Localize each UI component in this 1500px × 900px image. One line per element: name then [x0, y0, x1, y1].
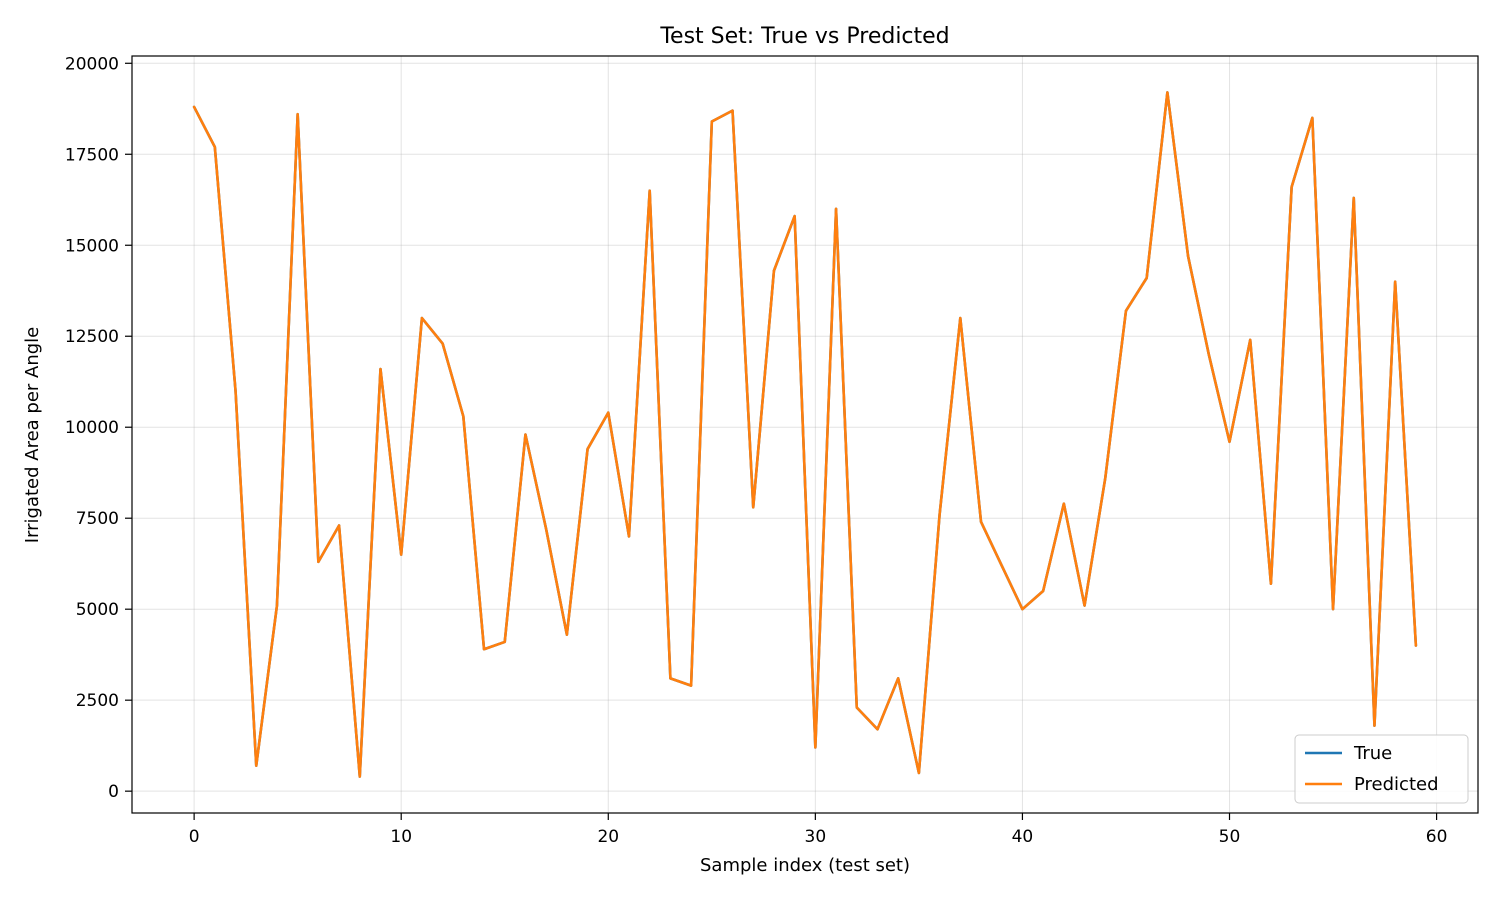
grid-lines: [132, 56, 1478, 813]
y-tick-label: 12500: [65, 327, 119, 347]
x-tick-label: 60: [1426, 827, 1448, 847]
y-tick-label: 0: [108, 782, 119, 802]
legend-label: True: [1353, 743, 1392, 764]
chart-title: Test Set: True vs Predicted: [659, 24, 949, 49]
y-axis-label: Irrigated Area per Angle: [22, 327, 43, 544]
series-layer: [192, 91, 1418, 778]
y-tick-label: 17500: [65, 145, 119, 165]
x-axis-label: Sample index (test set): [700, 855, 910, 876]
legend-label: Predicted: [1354, 774, 1439, 795]
y-tick-label: 20000: [65, 54, 119, 74]
x-tick-label: 0: [189, 827, 200, 847]
series-line-predicted: [192, 91, 1418, 778]
y-tick-label: 2500: [76, 691, 119, 711]
x-tick-label: 20: [597, 827, 619, 847]
x-tick-label: 10: [390, 827, 412, 847]
x-tick-label: 50: [1219, 827, 1241, 847]
plot-frame: [131, 55, 1479, 814]
y-tick-label: 10000: [65, 418, 119, 438]
y-tick-label: 5000: [76, 600, 119, 620]
x-axis: 0 10 20 30 40 50 60: [189, 813, 1448, 847]
y-tick-label: 15000: [65, 236, 119, 256]
x-tick-label: 30: [805, 827, 827, 847]
y-axis: 0 2500 5000 7500 10000 12500 15000 17500 20000: [65, 54, 132, 802]
y-tick-label: 7500: [76, 509, 119, 529]
x-tick-label: 40: [1012, 827, 1034, 847]
legend: True Predicted: [1294, 734, 1469, 804]
